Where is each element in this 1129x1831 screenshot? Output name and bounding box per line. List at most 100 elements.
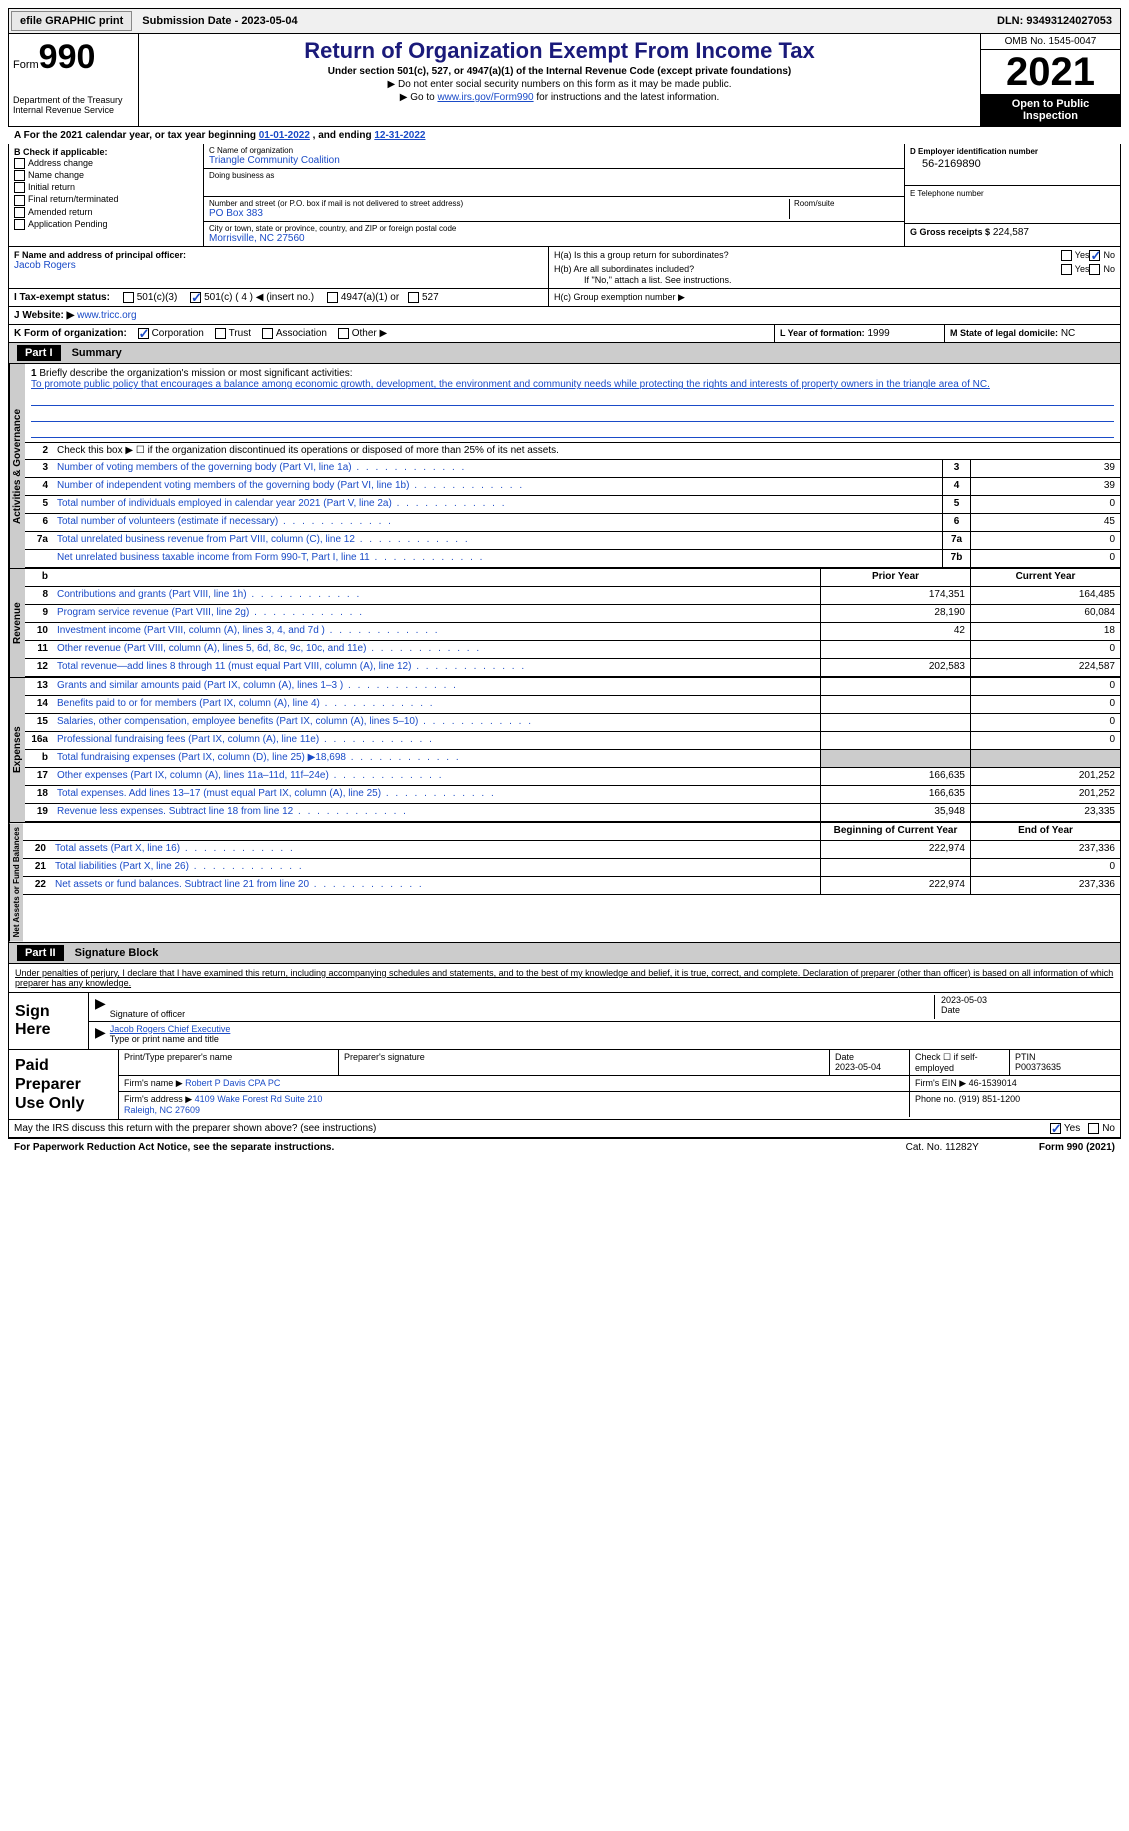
line-desc: Total liabilities (Part X, line 26) — [51, 859, 820, 876]
hb-yes[interactable] — [1061, 264, 1072, 275]
line-box: 7a — [942, 532, 970, 549]
ein: 56-2169890 — [910, 156, 1115, 172]
perjury-declaration: Under penalties of perjury, I declare th… — [9, 964, 1120, 992]
line-val: 0 — [970, 496, 1120, 513]
website-label: J Website: ▶ — [14, 310, 74, 321]
state-domicile-label: M State of legal domicile: — [950, 328, 1058, 338]
website[interactable]: www.tricc.org — [77, 310, 136, 321]
tab-expenses: Expenses — [9, 678, 25, 822]
state-domicile: NC — [1061, 328, 1075, 339]
firm-name-label: Firm's name ▶ — [124, 1078, 183, 1088]
discuss-yes[interactable] — [1050, 1123, 1061, 1134]
form-subtitle: Under section 501(c), 527, or 4947(a)(1)… — [143, 66, 976, 77]
check-final-return[interactable]: Final return/terminated — [14, 194, 198, 205]
top-bar: efile GRAPHIC print Submission Date - 20… — [8, 8, 1121, 34]
q1-label: Briefly describe the organization's miss… — [39, 368, 352, 379]
check-501c[interactable] — [190, 292, 201, 303]
check-assoc[interactable] — [262, 328, 273, 339]
line-py: 174,351 — [820, 587, 970, 604]
check-address-change[interactable]: Address change — [14, 158, 198, 169]
form-title: Return of Organization Exempt From Incom… — [143, 38, 976, 64]
line-desc: Net assets or fund balances. Subtract li… — [51, 877, 820, 894]
firm-name: Robert P Davis CPA PC — [185, 1078, 280, 1088]
line-cy: 23,335 — [970, 804, 1120, 821]
check-501c3[interactable] — [123, 292, 134, 303]
line-py — [820, 859, 970, 876]
tax-exempt-label: I Tax-exempt status: — [14, 292, 110, 303]
line-desc: Total unrelated business revenue from Pa… — [53, 532, 942, 549]
check-name-change[interactable]: Name change — [14, 170, 198, 181]
hb-note: If "No," attach a list. See instructions… — [554, 275, 1115, 285]
line-val: 45 — [970, 514, 1120, 531]
officer-label: F Name and address of principal officer: — [14, 250, 543, 260]
line-desc: Investment income (Part VIII, column (A)… — [53, 623, 820, 640]
gross-label: G Gross receipts $ — [910, 227, 990, 237]
line-py — [820, 678, 970, 695]
mission-text: To promote public policy that encourages… — [31, 379, 990, 390]
line-py: 166,635 — [820, 768, 970, 785]
tab-revenue: Revenue — [9, 569, 25, 677]
sig-date-val: 2023-05-03 — [941, 995, 987, 1005]
check-trust[interactable] — [215, 328, 226, 339]
irs-link[interactable]: www.irs.gov/Form990 — [437, 92, 533, 103]
boy-hdr: Beginning of Current Year — [820, 823, 970, 840]
check-corp[interactable] — [138, 328, 149, 339]
check-amended[interactable]: Amended return — [14, 207, 198, 218]
form-note-2a: ▶ Go to — [400, 92, 438, 103]
prep-sig-label: Preparer's signature — [339, 1050, 830, 1075]
room-label: Room/suite — [794, 199, 899, 208]
line-desc: Net unrelated business taxable income fr… — [53, 550, 942, 567]
firm-ein: 46-1539014 — [969, 1078, 1017, 1088]
ein-label: D Employer identification number — [910, 147, 1115, 156]
officer-name: Jacob Rogers — [14, 260, 543, 271]
check-initial-return[interactable]: Initial return — [14, 182, 198, 193]
street: PO Box 383 — [209, 208, 789, 219]
line-py — [820, 750, 970, 767]
q2-text: Check this box ▶ ☐ if the organization d… — [53, 443, 1120, 459]
org-name-label: C Name of organization — [209, 146, 899, 155]
line-val: 0 — [970, 550, 1120, 567]
tel-label: E Telephone number — [910, 189, 1115, 198]
line-desc: Total number of volunteers (estimate if … — [53, 514, 942, 531]
prep-date: 2023-05-04 — [835, 1062, 881, 1072]
form-org-label: K Form of organization: — [14, 328, 127, 339]
check-other[interactable] — [338, 328, 349, 339]
line-py — [820, 732, 970, 749]
tab-activities-governance: Activities & Governance — [9, 364, 25, 568]
line-val: 0 — [970, 532, 1120, 549]
hb-no[interactable] — [1089, 264, 1100, 275]
line-box: 4 — [942, 478, 970, 495]
line-desc: Number of voting members of the governin… — [53, 460, 942, 477]
form-header: Form990 Department of the Treasury Inter… — [8, 34, 1121, 127]
phone-label: Phone no. — [915, 1094, 956, 1104]
ha-yes[interactable] — [1061, 250, 1072, 261]
sig-name-val: Jacob Rogers Chief Executive — [110, 1024, 231, 1034]
line-py: 28,190 — [820, 605, 970, 622]
line-cy: 0 — [970, 641, 1120, 658]
discuss-no[interactable] — [1088, 1123, 1099, 1134]
line-desc: Number of independent voting members of … — [53, 478, 942, 495]
street-label: Number and street (or P.O. box if mail i… — [209, 199, 789, 208]
check-application-pending[interactable]: Application Pending — [14, 219, 198, 230]
line-cy: 224,587 — [970, 659, 1120, 676]
current-year-hdr: Current Year — [970, 569, 1120, 586]
line-cy — [970, 750, 1120, 767]
ptin-label: PTIN — [1015, 1052, 1036, 1062]
line-box: 7b — [942, 550, 970, 567]
line-cy: 237,336 — [970, 841, 1120, 858]
line-py: 222,974 — [820, 841, 970, 858]
check-4947[interactable] — [327, 292, 338, 303]
line-py: 202,583 — [820, 659, 970, 676]
sig-name-label: Type or print name and title — [110, 1034, 219, 1044]
line-cy: 201,252 — [970, 786, 1120, 803]
efile-print-button[interactable]: efile GRAPHIC print — [11, 11, 132, 31]
line-py — [820, 641, 970, 658]
ha-no[interactable] — [1089, 250, 1100, 261]
eoy-hdr: End of Year — [970, 823, 1120, 840]
org-name: Triangle Community Coalition — [209, 155, 899, 166]
section-b: B Check if applicable: Address change Na… — [9, 144, 204, 246]
firm-ein-label: Firm's EIN ▶ — [915, 1078, 966, 1088]
line-cy: 60,084 — [970, 605, 1120, 622]
check-527[interactable] — [408, 292, 419, 303]
line-py: 42 — [820, 623, 970, 640]
